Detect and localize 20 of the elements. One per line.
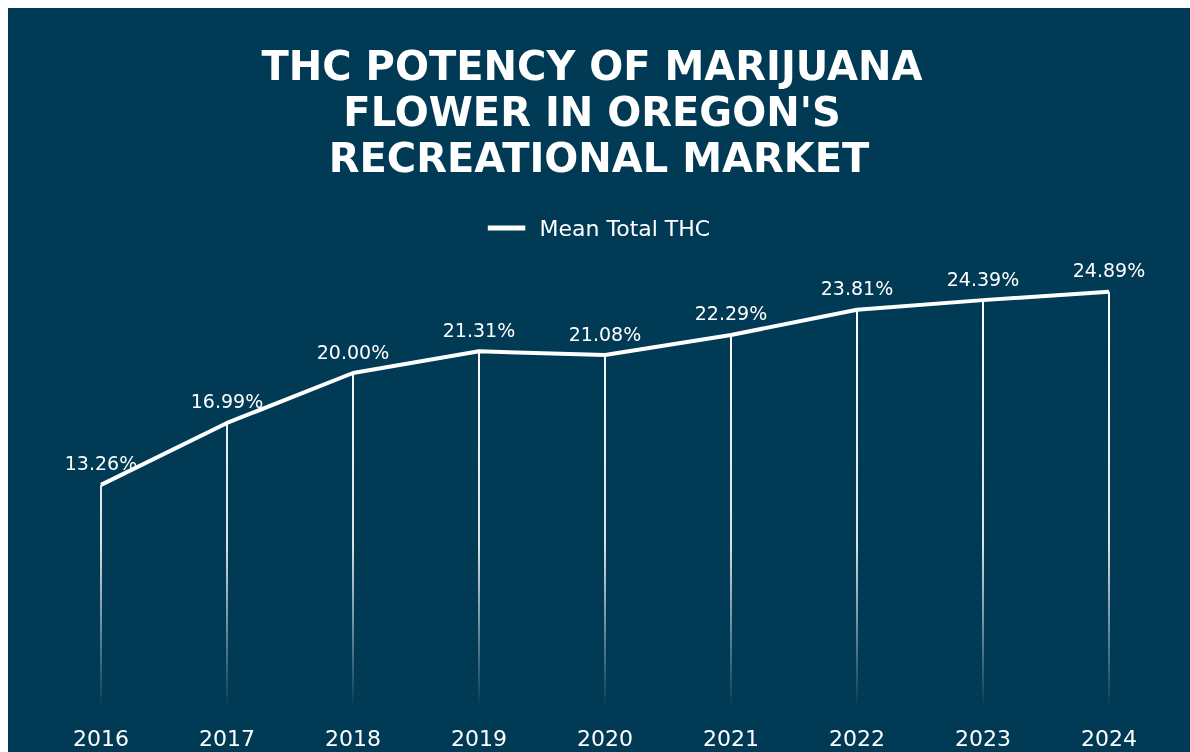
data-label: 13.26%: [64, 452, 138, 475]
x-tick-label: 2024: [1081, 725, 1137, 751]
chart-title: THC POTENCY OF MARIJUANA FLOWER IN OREGON'S RECREATIONAL MARKET: [261, 43, 937, 181]
data-label: 24.39%: [946, 267, 1020, 290]
x-tick-label: 2018: [325, 725, 381, 751]
x-tick-label: 2021: [703, 725, 759, 751]
data-label: 21.31%: [442, 318, 516, 341]
legend-label: Mean Total THC: [539, 215, 711, 241]
data-label: 20.00%: [316, 340, 390, 363]
x-tick-label: 2016: [73, 725, 129, 751]
data-label: 16.99%: [190, 390, 264, 413]
data-label: 21.08%: [568, 322, 642, 345]
data-label: 24.89%: [1072, 259, 1146, 282]
x-tick-label: 2019: [451, 725, 507, 751]
x-tick-label: 2020: [577, 725, 633, 751]
x-tick-label: 2023: [955, 725, 1011, 751]
x-tick-label: 2022: [829, 725, 885, 751]
data-label: 22.29%: [694, 302, 768, 325]
data-label: 23.81%: [820, 277, 894, 300]
x-tick-label: 2017: [199, 725, 255, 751]
